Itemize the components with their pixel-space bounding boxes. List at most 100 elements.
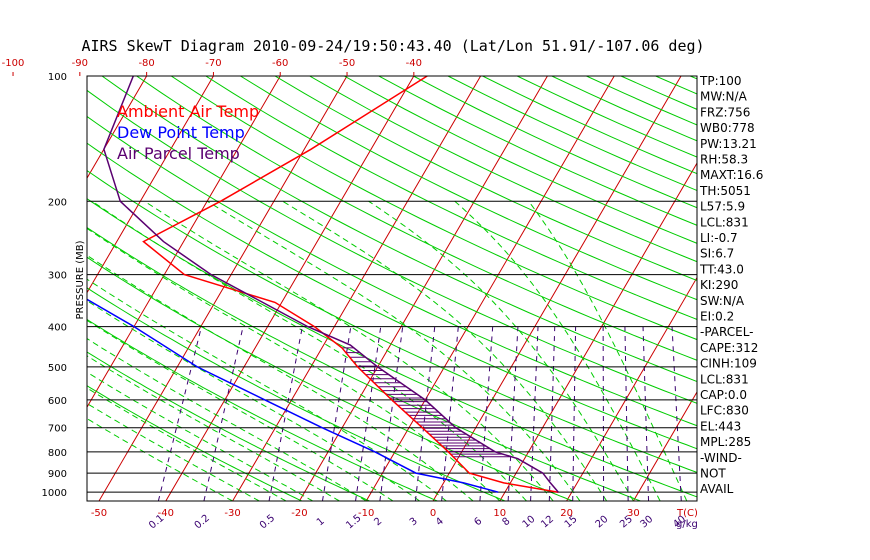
index-line: CAP:0.0 <box>700 388 747 402</box>
isotherm-line <box>834 76 870 501</box>
index-line: TP:100 <box>699 74 742 88</box>
dry-adiabat-line <box>87 287 506 501</box>
pressure-tick-label: 600 <box>48 396 67 407</box>
pressure-tick-label: 700 <box>48 424 67 435</box>
legend-item: Ambient Air Temp <box>117 102 259 121</box>
index-line: RH:58.3 <box>700 153 748 167</box>
top-tick-label: -50 <box>339 58 355 69</box>
mixing-ratio-unit-label: g/kg <box>676 519 698 530</box>
mixing-ratio-tick-label: 4 <box>434 516 446 529</box>
bottom-tick-label: -40 <box>158 508 174 519</box>
dry-adiabat-line <box>240 76 697 301</box>
chart-title: AIRS SkewT Diagram 2010-09-24/19:50:43.4… <box>81 37 704 55</box>
profile-dew-point-temp <box>87 298 499 493</box>
mixing-ratio-tick-label: 0.2 <box>193 513 212 532</box>
mixing-ratio-line <box>157 326 202 501</box>
isotherm-line <box>232 76 482 501</box>
profile-ambient-air-temp <box>142 76 559 493</box>
mixing-ratio-tick-label: 1 <box>315 516 327 529</box>
bottom-temperature-ticks: -50 -40 -30 -20 -10 0 10 20 30 <box>91 508 640 519</box>
index-line: CINH:109 <box>700 357 757 371</box>
top-tick-label: -80 <box>138 58 154 69</box>
moist-adiabat-line <box>87 254 474 501</box>
index-line: MAXT:16.6 <box>700 168 763 182</box>
dry-adiabat-line <box>205 76 697 320</box>
index-line: LCL:831 <box>700 215 749 229</box>
mixing-ratio-line <box>479 326 494 501</box>
plot-frame <box>86 75 698 502</box>
profile-air-parcel-temp <box>103 76 559 493</box>
dry-adiabat-line <box>87 256 573 501</box>
index-line: EL:443 <box>700 419 741 433</box>
mixing-ratio-tick-label: 0.5 <box>258 513 277 532</box>
index-line: KI:290 <box>700 278 738 292</box>
dry-adiabat-line <box>274 76 697 282</box>
mixing-ratio-line <box>203 326 244 501</box>
isotherm-line <box>98 76 348 501</box>
index-line: AVAIL <box>700 482 734 496</box>
pressure-tick-label: 200 <box>48 197 67 208</box>
moist-adiabat-line <box>207 200 581 501</box>
isotherm-line <box>0 76 13 501</box>
index-line: L57:5.9 <box>700 200 745 214</box>
isotherm-line <box>87 76 214 294</box>
bottom-tick-label: 0 <box>430 508 436 519</box>
isotherm-line <box>87 76 281 409</box>
mixing-ratio-tick-label: 30 <box>638 514 655 531</box>
bottom-tick-label: -20 <box>291 508 307 519</box>
index-line: -WIND- <box>700 451 742 465</box>
mixing-ratio-line <box>642 326 650 501</box>
bottom-tick-label: 30 <box>627 508 640 519</box>
pressure-ticks: 100 200 300 400 500 600 700 800 900 1000 <box>42 72 67 499</box>
moist-adiabat-line <box>87 371 314 501</box>
dry-adiabat-line <box>87 89 697 404</box>
dry-adiabat-line <box>87 385 303 501</box>
top-tick-label: -40 <box>406 58 422 69</box>
moist-adiabat-line <box>454 200 661 501</box>
mixing-ratio-tick-label: 6 <box>472 516 484 529</box>
top-tick-label: -90 <box>72 58 88 69</box>
moist-adiabat-line <box>91 200 527 501</box>
moist-adiabat-line <box>87 278 447 501</box>
index-line: SW:N/A <box>700 294 745 308</box>
moist-adiabat-line <box>87 417 233 501</box>
bottom-tick-label: 20 <box>560 508 573 519</box>
profile-lines <box>87 76 559 493</box>
index-line: LI:-0.7 <box>700 231 738 245</box>
isotherm-line <box>566 276 697 501</box>
index-line: SI:6.7 <box>700 247 734 261</box>
bottom-tick-label: 10 <box>493 508 506 519</box>
pressure-tick-label: 300 <box>48 271 67 282</box>
isotherm-line <box>432 76 682 501</box>
index-line: -PARCEL- <box>700 325 754 339</box>
moist-adiabat-line <box>282 200 608 501</box>
dry-adiabat-line <box>170 76 697 341</box>
dry-adiabat-line <box>87 142 697 450</box>
pressure-tick-label: 1000 <box>42 488 67 499</box>
moist-adiabat-line <box>87 402 260 501</box>
top-temperature-ticks: -120-110-100-90-80-70-60-50-40 <box>2 58 422 76</box>
bottom-tick-label: -10 <box>358 508 374 519</box>
moist-adiabat-line <box>144 200 554 501</box>
legend: Ambient Air Temp Dew Point Temp Air Parcel… <box>117 102 259 163</box>
moist-adiabat-line <box>87 355 340 501</box>
isotherm-line <box>632 391 697 501</box>
background-lines <box>0 76 870 501</box>
mixing-ratio-tick-label: 20 <box>594 514 611 531</box>
mixing-ratio-line <box>268 326 303 501</box>
bottom-tick-label: -30 <box>224 508 240 519</box>
legend-item: Air Parcel Temp <box>117 144 240 163</box>
index-line: TT:43.0 <box>699 262 744 276</box>
dry-adiabat-line <box>136 76 697 361</box>
moist-adiabat-line <box>528 200 688 501</box>
top-tick-label: -60 <box>272 58 288 69</box>
isotherm-line <box>298 76 548 501</box>
index-line: PW:13.21 <box>700 137 757 151</box>
dry-adiabat-line <box>87 351 370 501</box>
moist-adiabat-line <box>87 338 367 501</box>
moist-adiabat-line <box>87 387 287 501</box>
moist-adiabat-line <box>87 227 501 501</box>
moist-adiabat-line <box>368 200 634 501</box>
